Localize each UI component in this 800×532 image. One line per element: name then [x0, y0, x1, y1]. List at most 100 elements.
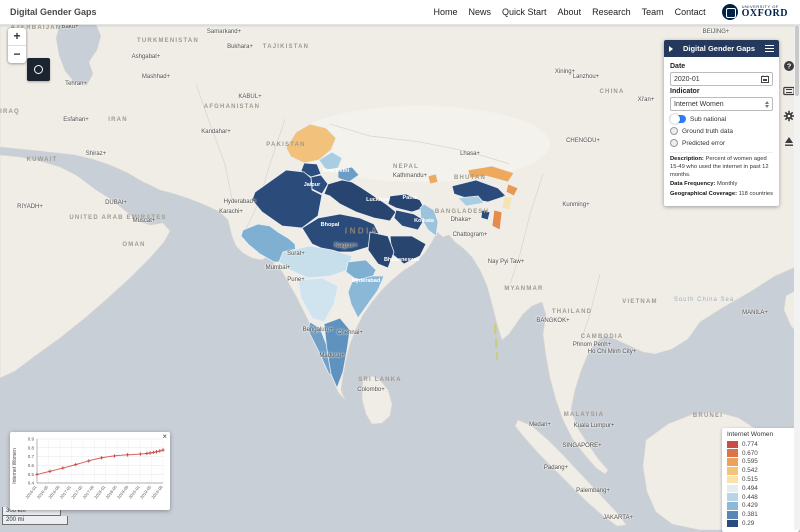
state-manipur: [501, 195, 513, 211]
state-tamil-nadu: [323, 317, 351, 389]
nav-link-home[interactable]: Home: [433, 7, 458, 17]
recenter-button[interactable]: [27, 58, 50, 81]
legend-value: 0.670: [742, 449, 758, 457]
caspian-sea: [56, 24, 101, 85]
legend-value: 0.429: [742, 502, 758, 510]
legend-swatch: [727, 484, 738, 493]
indicator-select[interactable]: Internet Women: [670, 97, 773, 111]
map-zoom-control: + −: [8, 28, 26, 63]
legend-entry: 0.494: [727, 484, 795, 493]
svg-text:Internet Women: Internet Women: [12, 448, 18, 484]
legend-swatch: [727, 502, 738, 510]
state-andhra: [347, 275, 385, 319]
svg-text:0.6: 0.6: [28, 463, 35, 468]
state-uttar-pradesh: [323, 179, 397, 222]
frequency-label: Data Frequency:: [670, 181, 716, 188]
predicted-error-label: Predicted error: [682, 139, 725, 147]
legend-swatch: [727, 493, 738, 501]
indicator-description: Description: Percent of women aged 15-49…: [670, 152, 773, 199]
date-value: 2020-01: [674, 75, 700, 83]
page-scrollbar[interactable]: [794, 24, 800, 530]
legend-entry: 0.429: [727, 502, 795, 511]
zoom-out-button[interactable]: −: [8, 45, 26, 63]
state-karnataka: [297, 277, 339, 323]
zoom-in-button[interactable]: +: [13, 29, 21, 43]
state-maharashtra: [278, 245, 353, 279]
map-canvas[interactable]: AZERBAIJAN TURKMENISTAN TAJIKISTAN AFGHANIS…: [0, 24, 800, 532]
nav-link-contact[interactable]: Contact: [674, 7, 706, 17]
state-tripura: [480, 209, 491, 221]
nav-links: Home News Quick Start About Research Team Cont…: [434, 7, 706, 17]
collapse-panel-icon[interactable]: [669, 45, 673, 52]
svg-text:0.9: 0.9: [28, 437, 35, 442]
help-icon[interactable]: ?: [783, 60, 795, 72]
state-bihar: [387, 193, 425, 213]
svg-text:?: ?: [787, 62, 792, 71]
ground-truth-radio[interactable]: [670, 127, 678, 135]
recenter-icon: [34, 65, 43, 74]
nav-link-team[interactable]: Team: [641, 7, 664, 17]
svg-text:0.4: 0.4: [28, 481, 35, 486]
legend-swatch: [727, 467, 738, 475]
nav-link-research[interactable]: Research: [592, 7, 631, 17]
state-arunachal: [467, 165, 515, 183]
legend-entry: 0.515: [727, 475, 795, 484]
legend-swatch: [727, 440, 738, 449]
calendar-icon[interactable]: [761, 75, 769, 83]
legend-value: 0.515: [742, 476, 758, 484]
legend-entry: 0.29: [727, 519, 795, 528]
state-mizoram: [491, 209, 503, 231]
chart-close-button[interactable]: ×: [162, 432, 167, 441]
timeseries-chart: 0.4 0.5 0.6 0.7 0.8 0.9 2016-01 2016-05 2016-09 2…: [10, 432, 170, 515]
scale-bar-km: 300 km: [2, 507, 61, 516]
state-jharkhand: [393, 209, 425, 231]
legend-title: Internet Women: [727, 431, 774, 438]
frequency-value: Monthly: [717, 181, 738, 188]
country-borders: [195, 83, 601, 345]
coverage-value: 118 countries: [738, 191, 774, 198]
map-legend: Internet Women 0.774 0.670 0.595 0.542 0.515…: [722, 428, 799, 532]
land-arabia: [0, 154, 171, 379]
legend-entry: 0.381: [727, 510, 795, 519]
state-meghalaya: [457, 195, 485, 207]
subnational-toggle[interactable]: [670, 114, 686, 124]
persian-gulf: [55, 153, 141, 212]
legend-entry: 0.595: [727, 458, 795, 467]
svg-text:0.7: 0.7: [28, 454, 35, 459]
top-navbar: Digital Gender Gaps Home News Quick Start A…: [0, 0, 800, 25]
date-input[interactable]: 2020-01: [670, 72, 773, 86]
legend-entry: 0.448: [727, 493, 795, 502]
land-sri-lanka: [361, 375, 393, 425]
nav-link-quick-start[interactable]: Quick Start: [502, 7, 547, 17]
ground-truth-label: Ground truth data: [682, 127, 733, 135]
state-sikkim: [427, 173, 439, 185]
settings-panel-header: Digital Gender Gaps: [664, 40, 779, 57]
description-text: Percent of women aged 15-49 who used the…: [670, 156, 769, 178]
nav-link-about[interactable]: About: [557, 7, 582, 17]
andaman-islands: [494, 324, 498, 360]
brand-title: Digital Gender Gaps: [10, 7, 97, 17]
oxford-logo[interactable]: UNIVERSITY OF OXFORD: [721, 4, 788, 20]
state-jammu-kashmir: [285, 123, 337, 164]
legend-swatch: [727, 449, 738, 457]
state-nagaland: [505, 183, 519, 197]
legend-value: 0.595: [742, 458, 758, 466]
nav-link-news[interactable]: News: [468, 7, 492, 17]
legend-value: 0.29: [742, 520, 755, 528]
description-label: Description:: [670, 156, 704, 162]
export-icon[interactable]: [783, 135, 795, 147]
state-chhattisgarh: [367, 231, 395, 269]
svg-text:2019-09: 2019-09: [150, 484, 164, 500]
predicted-error-radio[interactable]: [670, 139, 678, 147]
scale-bar-mi: 200 mi: [2, 516, 68, 525]
menu-icon[interactable]: [765, 43, 774, 53]
scrollbar-thumb[interactable]: [795, 26, 799, 96]
india-choropleth[interactable]: [240, 123, 519, 389]
legend-value: 0.494: [742, 484, 758, 492]
svg-text:0.8: 0.8: [28, 445, 35, 450]
land-sumatra: [514, 419, 627, 527]
settings-gear-icon[interactable]: [783, 110, 795, 122]
oxford-line2: OXFORD: [741, 8, 788, 19]
oxford-line1: UNIVERSITY OF: [741, 4, 779, 9]
indicator-label: Indicator: [670, 88, 700, 95]
